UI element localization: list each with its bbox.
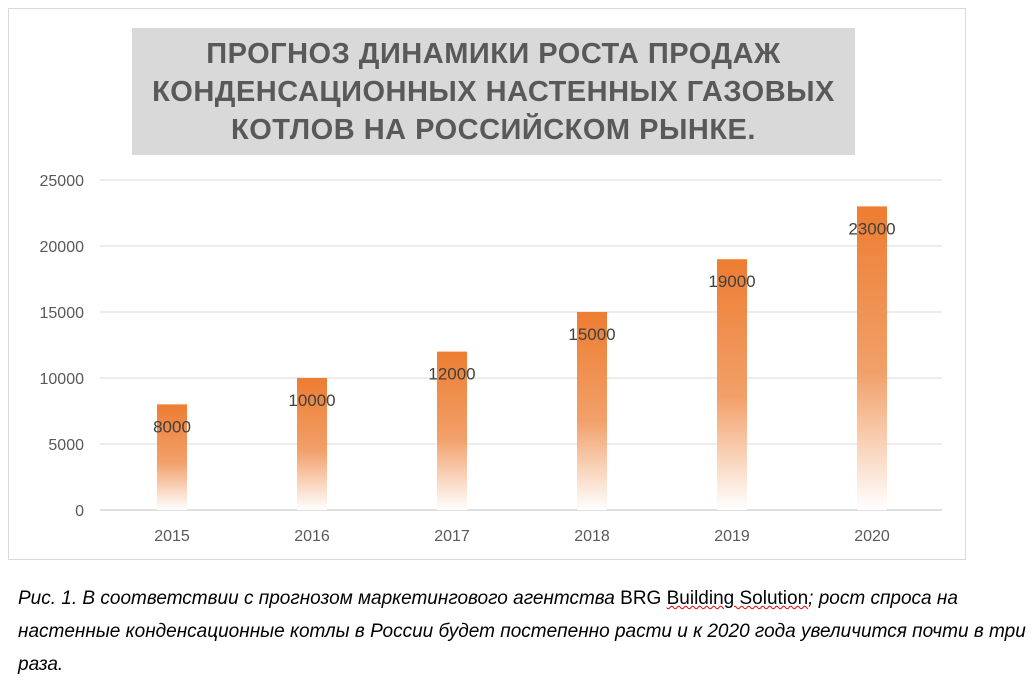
bar-2020 bbox=[857, 206, 887, 510]
caption-text-2: ; рост спроса на настенные конденсационн… bbox=[18, 588, 1026, 675]
chart-frame bbox=[8, 8, 966, 560]
caption-brand: BRG bbox=[620, 588, 667, 609]
x-tick-label: 2020 bbox=[854, 528, 890, 545]
chart-title: ПРОГНОЗ ДИНАМИКИ РОСТА ПРОДАЖ КОНДЕНСАЦИ… bbox=[132, 28, 855, 155]
x-tick-label: 2019 bbox=[714, 528, 750, 545]
y-tick-label: 25000 bbox=[40, 173, 85, 190]
x-tick-label: 2015 bbox=[154, 528, 190, 545]
bar-chart: 0 5000 10000 15000 20000 25000 8000 2015 10000 20… bbox=[40, 173, 942, 545]
data-label: 15000 bbox=[568, 325, 615, 344]
x-tick-label: 2017 bbox=[434, 528, 470, 545]
caption-text-1: Рис. 1. В соответствии с прогнозом марке… bbox=[18, 588, 621, 609]
y-tick-label: 20000 bbox=[40, 239, 85, 256]
bar-2015 bbox=[157, 404, 187, 510]
figure-caption: Рис. 1. В соответствии с прогнозом марке… bbox=[18, 582, 1028, 681]
bar-2018 bbox=[577, 312, 607, 510]
x-tick-label: 2018 bbox=[574, 528, 610, 545]
data-label: 10000 bbox=[288, 391, 335, 410]
y-tick-label: 0 bbox=[75, 503, 84, 520]
bar-2017 bbox=[437, 351, 467, 510]
bar-2019 bbox=[717, 259, 747, 510]
bar-2016 bbox=[297, 378, 327, 510]
y-tick-label: 10000 bbox=[40, 371, 85, 388]
data-label: 19000 bbox=[708, 272, 755, 291]
data-label: 8000 bbox=[153, 417, 191, 436]
data-label: 23000 bbox=[848, 219, 895, 238]
y-tick-label: 5000 bbox=[48, 437, 84, 454]
caption-brand-underlined: Building Solution bbox=[666, 588, 809, 609]
y-tick-label: 15000 bbox=[40, 305, 85, 322]
data-label: 12000 bbox=[428, 365, 475, 384]
x-tick-label: 2016 bbox=[294, 528, 330, 545]
